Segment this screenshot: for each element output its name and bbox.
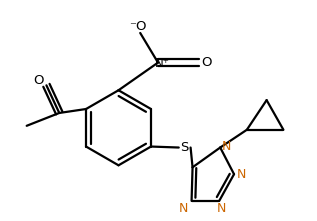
Text: N⁺: N⁺ [154,57,169,70]
Text: O: O [201,56,212,69]
Text: N: N [222,140,231,153]
Text: S: S [180,141,189,154]
Text: N: N [236,168,246,181]
Text: ⁻O: ⁻O [130,20,147,32]
Text: O: O [33,74,44,87]
Text: N: N [179,202,188,215]
Text: N: N [217,202,226,215]
